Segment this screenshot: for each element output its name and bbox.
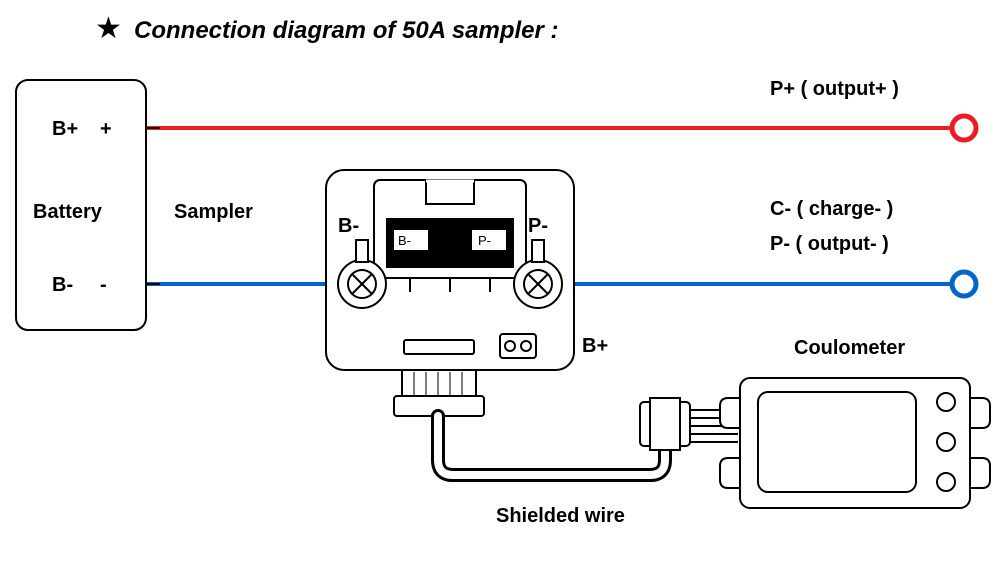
diagram-title: Connection diagram of 50A sampler : [134, 17, 559, 44]
title-row: ★ Connection diagram of 50A sampler : [95, 12, 559, 45]
battery-bminus-sign: - [100, 274, 107, 296]
coulometer-button-3[interactable] [937, 473, 955, 491]
red-wire [110, 116, 976, 140]
charge-minus-label: C- ( charge- ) [770, 198, 893, 220]
shielded-wire-label: Shielded wire [496, 505, 625, 527]
sampler-pminus-label: P- [528, 215, 548, 237]
sampler-slot [404, 340, 474, 354]
coulometer [720, 378, 990, 508]
battery-label: Battery [33, 201, 103, 223]
sampler-label: Sampler [174, 201, 253, 223]
battery-bplus-label: B+ [52, 118, 78, 140]
sampler-bminus-label: B- [338, 215, 359, 237]
coulometer-label: Coulometer [794, 337, 905, 359]
sampler-bplus-label: B+ [582, 335, 608, 357]
battery: B+ + Battery B- - [16, 80, 160, 330]
output-minus-label: P- ( output- ) [770, 233, 889, 255]
sampler: B- P- B- P- [326, 170, 574, 416]
battery-bplus-sign: + [100, 118, 112, 140]
battery-bminus-label: B- [52, 274, 73, 296]
sampler-bplus-jack [500, 334, 536, 358]
coulometer-button-2[interactable] [937, 433, 955, 451]
output-minus-terminal [952, 272, 976, 296]
shielded-wire [438, 416, 665, 475]
svg-text:★: ★ [95, 12, 122, 45]
output-plus-label: P+ ( output+ ) [770, 78, 899, 100]
sampler-pminus-small: P- [478, 233, 491, 248]
connection-diagram: ★ Connection diagram of 50A sampler : P+… [0, 0, 1000, 567]
coulometer-screen [758, 392, 916, 492]
output-plus-terminal [952, 116, 976, 140]
sampler-bminus-small: B- [398, 233, 411, 248]
coulometer-button-1[interactable] [937, 393, 955, 411]
sampler-inner-block: B- P- [374, 180, 526, 292]
